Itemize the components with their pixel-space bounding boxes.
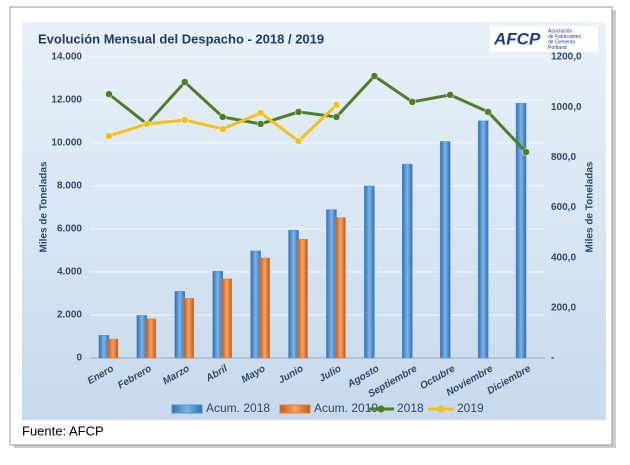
line-marker (294, 108, 303, 116)
bar (250, 250, 261, 359)
y-tick-label: 0 (76, 353, 82, 364)
bar (297, 239, 308, 359)
bar (515, 102, 527, 359)
y2-tick-label: 400,0 (551, 252, 576, 263)
y-tick-label: 2.000 (57, 310, 82, 321)
line-marker (408, 98, 417, 106)
y2-tick-label: - (551, 353, 554, 364)
bar (221, 278, 232, 359)
source: Fuente: AFCP (22, 423, 104, 438)
y-tick-label: 12.000 (51, 95, 82, 106)
line-marker (218, 113, 227, 121)
legend-label: Acum. 2018 (206, 401, 270, 415)
legend-label: 2018 (397, 401, 424, 415)
chart-panel (22, 22, 606, 420)
line-marker (484, 108, 492, 116)
logo-subtitle: de Fabricantes (548, 34, 582, 40)
legend-swatch (377, 405, 385, 413)
bar (326, 209, 337, 359)
line-marker (181, 78, 189, 86)
y2-tick-label: 1000,0 (551, 102, 582, 113)
bar (439, 141, 451, 359)
bar (145, 318, 157, 359)
legend-label: Acum. 2019 (314, 401, 378, 415)
bar (364, 185, 375, 359)
bar (477, 120, 489, 359)
logo-subtitle: de Cemento (548, 39, 575, 45)
bar (402, 163, 413, 359)
logo: AFCP (493, 29, 541, 48)
y-tick-label: 4.000 (57, 267, 82, 278)
y2-axis-label: Miles de Toneladas (585, 161, 596, 252)
line-marker (332, 101, 341, 109)
line-marker (256, 109, 265, 117)
line (108, 74, 528, 154)
line-marker (332, 113, 341, 121)
y2-tick-label: 800,0 (551, 152, 576, 163)
chart-title: Evolución Mensual del Despacho - 2018 / … (38, 31, 324, 46)
bar (174, 291, 186, 359)
line-marker (143, 120, 151, 128)
bar (212, 271, 223, 359)
line-marker (294, 137, 303, 145)
legend-swatch (437, 405, 445, 413)
legend-swatch (279, 404, 311, 414)
y2-tick-label: 1200,0 (551, 52, 582, 63)
bar (183, 297, 195, 359)
line-marker (105, 132, 113, 140)
y-tick-label: 6.000 (57, 224, 82, 235)
bar (136, 315, 148, 359)
logo-box (490, 26, 598, 52)
y2-tick-label: 200,0 (551, 302, 576, 313)
line-marker (446, 91, 454, 99)
line-marker (105, 90, 113, 98)
line-marker (522, 148, 530, 156)
line-marker (256, 120, 265, 128)
y-tick-label: 8.000 (57, 181, 82, 192)
y2-tick-label: 600,0 (551, 202, 576, 213)
legend-label: 2019 (457, 401, 484, 415)
y-tick-label: 14.000 (51, 52, 82, 63)
line-marker (370, 72, 379, 80)
bar (335, 217, 346, 359)
bar (288, 229, 299, 359)
y-axis-label: Miles de Toneladas (39, 161, 50, 252)
legend-swatch (171, 404, 203, 414)
line-marker (218, 125, 227, 133)
line-marker (181, 116, 189, 124)
logo-subtitle: Asociación (548, 28, 572, 34)
bar (107, 338, 119, 359)
bar (98, 335, 110, 359)
logo-subtitle: Portland (548, 45, 567, 51)
bar (259, 257, 270, 359)
y-tick-label: 10.000 (51, 138, 82, 149)
